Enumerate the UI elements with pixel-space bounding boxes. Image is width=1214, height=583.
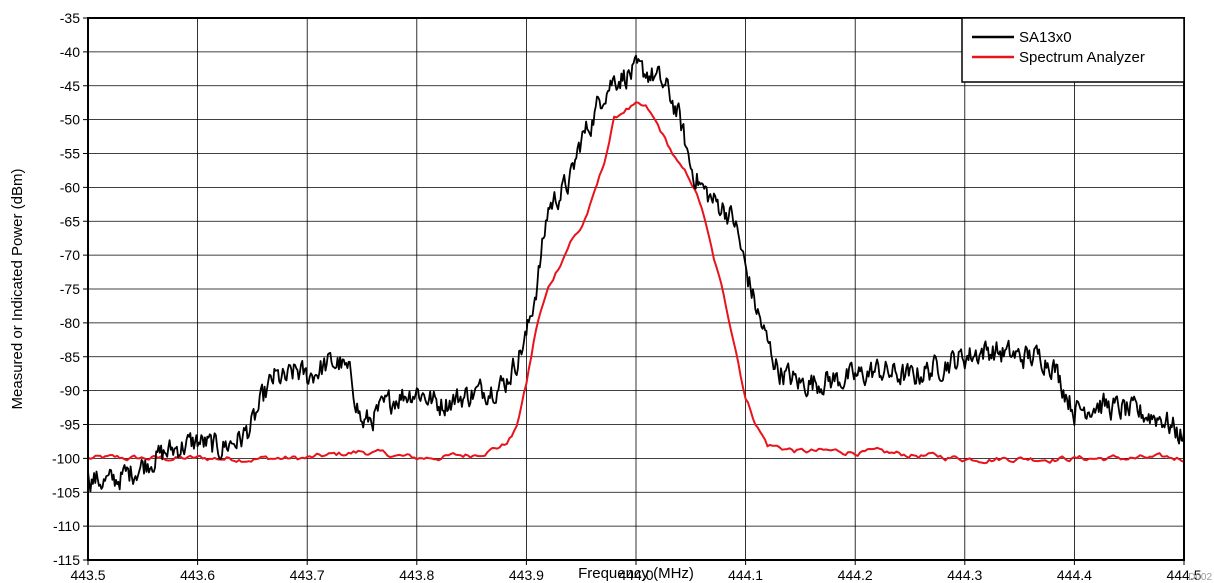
figure-id: D002 [1188,572,1212,583]
x-tick-label: 443.6 [180,567,215,583]
x-axis-label: Frequency (MHz) [578,565,694,582]
y-tick-label: -55 [60,146,80,162]
x-tick-label: 444.5 [1166,567,1201,583]
y-tick-label: -90 [60,383,80,399]
legend-label-spectrum-analyzer: Spectrum Analyzer [1019,49,1145,66]
y-tick-label: -100 [52,450,80,466]
x-tick-label: 444.1 [728,567,763,583]
x-tick-label: 443.8 [399,567,434,583]
y-tick-label: -80 [60,315,80,331]
x-tick-label: 444.2 [838,567,873,583]
grid-lines [87,17,1185,561]
x-tick-label: 444.4 [1057,567,1092,583]
y-tick-label: -50 [60,112,80,128]
y-axis-label: Measured or Indicated Power (dBm) [9,169,26,410]
y-tick-label: -60 [60,179,80,195]
x-tick-label: 444.0 [618,567,653,583]
x-tick-label: 443.5 [70,567,105,583]
series-lines [87,54,1185,493]
legend: SA13x0 Spectrum Analyzer [961,17,1185,83]
legend-box [961,17,1185,83]
y-tick-label: -95 [60,417,80,433]
y-tick-label: -115 [53,552,80,568]
plot-frame [87,17,1185,561]
y-tick-label: -65 [60,213,80,229]
legend-label-sa13x0: SA13x0 [1019,29,1072,46]
x-tick-label: 444.3 [947,567,982,583]
y-axis-ticks: -35 -40 -45 -50 -55 -60 -65 -70 -75 -80 -85 -90 -95 -… [52,10,88,568]
series-line-spectrum-analyzer [87,101,1185,465]
y-tick-label: -110 [53,518,80,534]
y-tick-label: -75 [60,281,80,297]
series-line-sa13x0 [87,54,1185,493]
y-tick-label: -35 [60,10,80,26]
y-tick-label: -40 [60,44,80,60]
x-axis-ticks: 443.5 443.6 443.7 443.8 443.9 444.0 444.1 444.2… [70,560,1202,583]
y-tick-label: -105 [52,484,80,500]
y-tick-label: -85 [60,349,80,365]
y-tick-label: -70 [60,247,80,263]
y-tick-label: -45 [60,78,80,94]
x-tick-label: 443.9 [509,567,544,583]
x-tick-label: 443.7 [290,567,325,583]
